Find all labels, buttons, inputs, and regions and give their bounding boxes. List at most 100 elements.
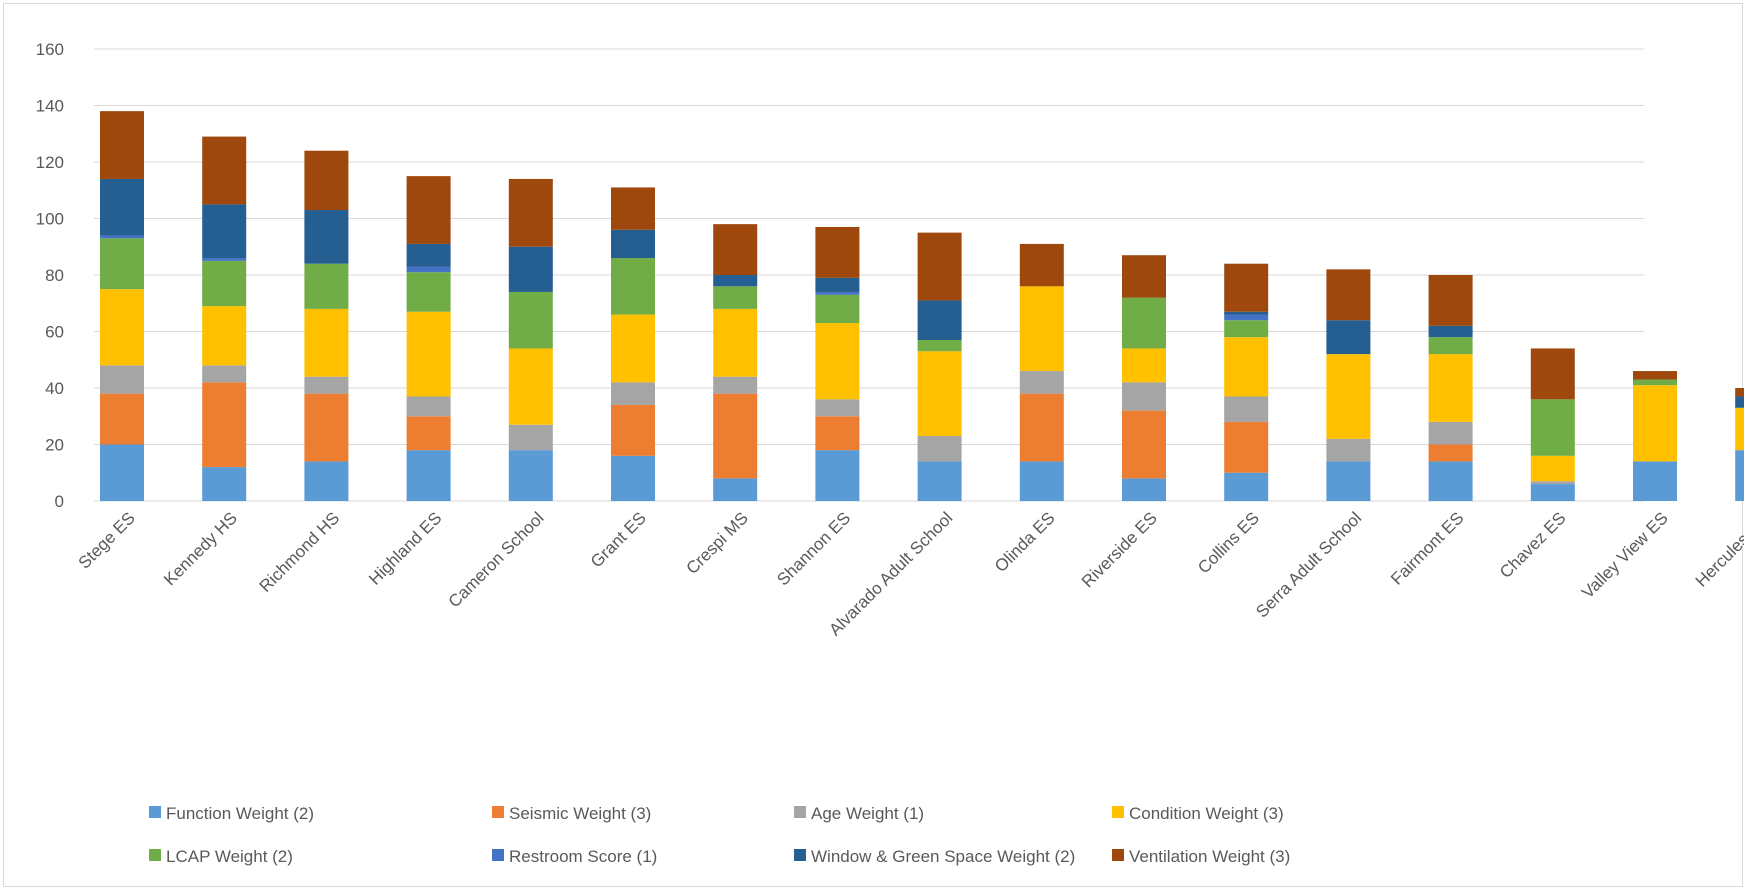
bar-stack — [1326, 269, 1371, 501]
bar-segment — [406, 272, 451, 312]
bar-segment — [1633, 461, 1677, 501]
legend-item: Restroom Score (1) — [492, 847, 657, 866]
y-tick-label: 0 — [55, 492, 64, 511]
bar-stack — [815, 226, 860, 501]
bar-segment — [304, 263, 349, 309]
bar-stack — [1428, 275, 1473, 501]
bar-segment — [100, 365, 144, 394]
bar-segment — [508, 348, 553, 425]
x-category-label: Hercules MS — [1692, 508, 1744, 590]
bar-segment — [1122, 410, 1166, 479]
bar-stack — [917, 232, 962, 501]
bar-segment — [1428, 354, 1473, 422]
bar-segment — [1530, 455, 1575, 482]
bar-segment — [304, 210, 349, 264]
bar-segment — [100, 444, 144, 501]
bar-segment — [1224, 396, 1269, 422]
legend-label: Window & Green Space Weight (2) — [811, 847, 1075, 866]
legend-item: Ventilation Weight (3) — [1112, 847, 1290, 866]
bar-segment — [1122, 382, 1166, 411]
y-tick-label: 140 — [36, 97, 64, 116]
x-category-label: Chavez ES — [1496, 508, 1570, 582]
bar-stack — [406, 176, 451, 501]
bar-segment — [1735, 396, 1744, 408]
bar-segment — [508, 450, 553, 501]
bar-segment — [304, 461, 349, 501]
bar-stack — [1633, 371, 1677, 501]
y-tick-label: 20 — [45, 436, 64, 455]
bar-segment — [917, 232, 962, 301]
legend-swatch — [492, 806, 504, 818]
bar-segment — [1019, 286, 1064, 372]
bar-segment — [100, 235, 144, 239]
bar-segment — [100, 289, 144, 366]
bar-segment — [1530, 348, 1575, 400]
bar-segment — [1122, 348, 1166, 383]
bar-segment — [406, 176, 451, 244]
bar-segment — [1326, 320, 1371, 355]
bar-segment — [815, 399, 860, 417]
legend-label: Age Weight (1) — [811, 804, 924, 823]
bar-segment — [100, 393, 144, 445]
bar-segment — [917, 351, 962, 437]
bar-stack — [508, 178, 553, 501]
x-category-label: Kennedy HS — [160, 508, 241, 589]
bar-segment — [406, 416, 451, 451]
bar-segment — [713, 224, 758, 275]
legend-label: LCAP Weight (2) — [166, 847, 293, 866]
x-category-label: Richmond HS — [256, 508, 344, 596]
bar-segment — [1428, 421, 1473, 445]
bar-segment — [1530, 481, 1575, 485]
bar-segment — [100, 238, 144, 290]
bar-segment — [304, 393, 349, 462]
y-tick-label: 80 — [45, 266, 64, 285]
bar-segment — [202, 306, 247, 366]
bar-segment — [1224, 421, 1269, 473]
bar-segment — [611, 404, 655, 456]
x-category-label: Highland ES — [365, 508, 445, 588]
legend-swatch — [1112, 806, 1124, 818]
bar-segment — [1633, 379, 1677, 386]
legend-item: Condition Weight (3) — [1112, 804, 1284, 823]
legend-item: Seismic Weight (3) — [492, 804, 651, 823]
bar-segment — [815, 294, 860, 324]
bar-segment — [202, 260, 247, 307]
legend-swatch — [149, 806, 161, 818]
bar-segment — [611, 187, 655, 230]
bar-segment — [713, 393, 758, 479]
bar-segment — [713, 308, 758, 377]
bar-segment — [1326, 354, 1371, 439]
bar-segment — [1122, 297, 1166, 349]
bar-segment — [508, 246, 553, 292]
x-category-label: Olinda ES — [991, 508, 1059, 576]
bar-stack — [100, 111, 144, 501]
bar-segment — [1122, 255, 1166, 298]
legend-item: Window & Green Space Weight (2) — [794, 847, 1075, 866]
bar-stack — [1122, 255, 1166, 501]
bar-segment — [815, 450, 860, 501]
x-category-label: Fairmont ES — [1387, 508, 1467, 588]
bar-segment — [202, 365, 247, 383]
bar-segment — [1224, 472, 1269, 501]
legend-label: Ventilation Weight (3) — [1129, 847, 1290, 866]
chart-frame: 0 20 40 60 80 100 120 140 160 Stege ES Kennedy HS… — [3, 3, 1744, 887]
bar-segment — [202, 467, 247, 501]
bar-segment — [304, 150, 349, 211]
bar-segment — [304, 376, 349, 394]
x-category-label: Grant ES — [587, 508, 650, 571]
bar-segment — [406, 450, 451, 501]
bar-segment — [1530, 484, 1575, 501]
legend-label: Function Weight (2) — [166, 804, 314, 823]
x-category-label: Collins ES — [1194, 508, 1263, 577]
legend-item: Age Weight (1) — [794, 804, 924, 823]
bar-segment — [815, 416, 860, 451]
bar-segment — [917, 300, 962, 340]
bar-segment — [713, 286, 758, 309]
bar-stack — [1019, 243, 1064, 501]
bar-segment — [406, 311, 451, 397]
legend-swatch — [794, 806, 806, 818]
bar-segment — [1122, 478, 1166, 501]
bar-segment — [611, 258, 655, 315]
bar-segment — [202, 382, 247, 468]
bar-segment — [611, 314, 655, 383]
